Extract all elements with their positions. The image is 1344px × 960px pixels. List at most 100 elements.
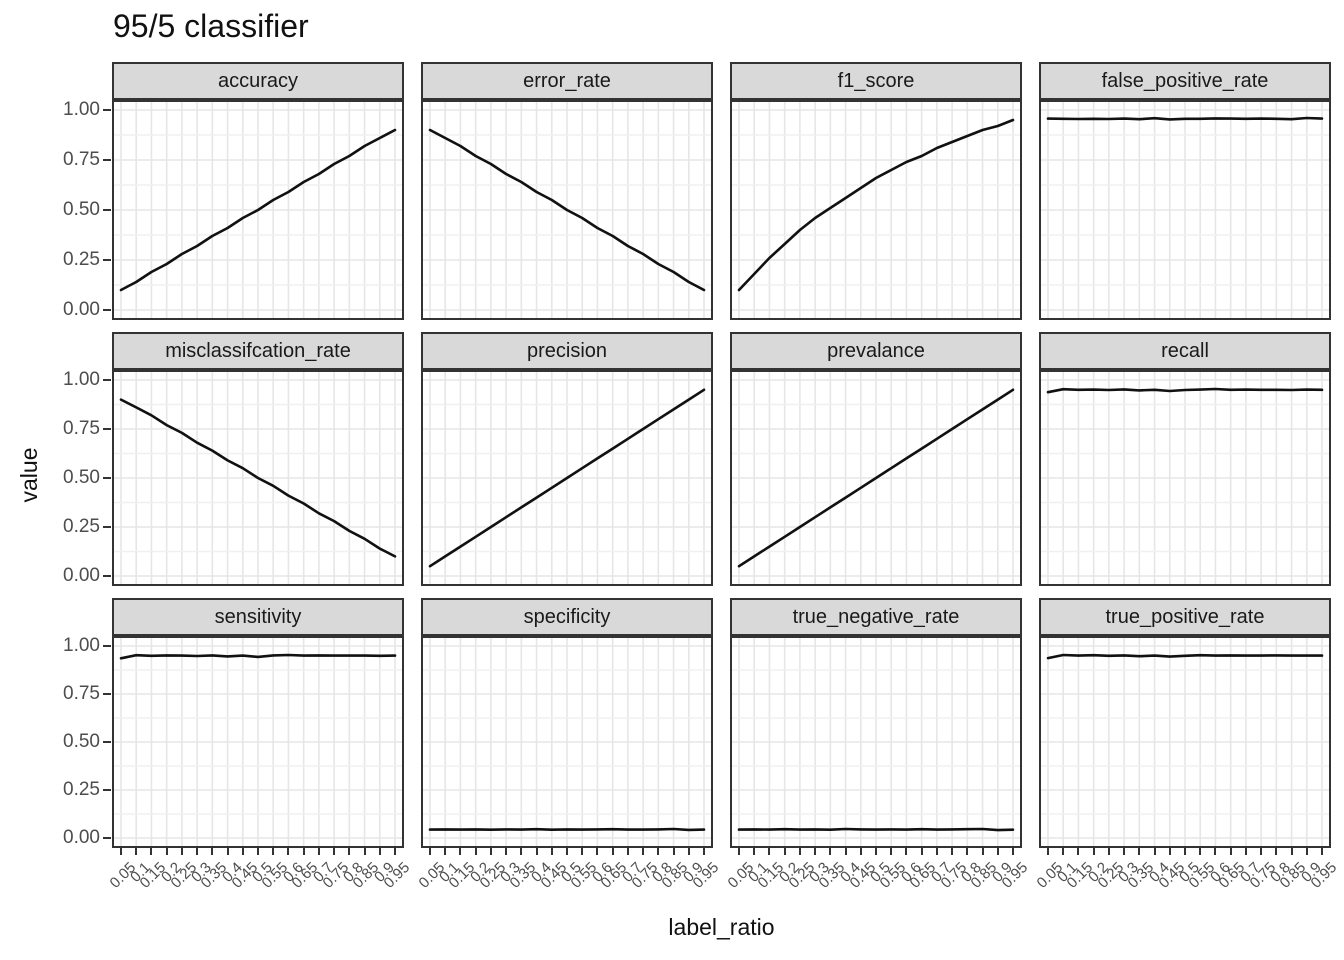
x-tick-mark	[1305, 848, 1308, 855]
x-tick-mark	[241, 848, 244, 855]
facet-panel-recall: recall	[1039, 332, 1331, 586]
x-tick-mark	[257, 848, 259, 855]
panel-plot-svg	[1039, 100, 1331, 320]
x-tick-mark	[1168, 848, 1171, 855]
facet-panel-precision: precision	[421, 332, 713, 586]
x-tick-mark	[1077, 848, 1080, 855]
x-tick-mark	[875, 848, 877, 855]
x-axis-title: label_ratio	[668, 914, 775, 940]
x-tick-mark	[474, 848, 477, 855]
x-tick-mark	[829, 848, 832, 855]
facet-strip-label: accuracy	[217, 69, 299, 92]
facet-panel-accuracy: accuracy	[112, 62, 404, 320]
y-tick-label: 0.25	[63, 249, 100, 270]
data-line	[737, 388, 1015, 568]
x-tick-mark	[783, 848, 786, 855]
x-tick-mark	[768, 848, 771, 855]
x-tick-mark	[317, 848, 320, 855]
facet-strip: true_positive_rate	[1039, 598, 1331, 636]
x-tick-mark	[505, 848, 508, 855]
panel-plot-svg	[421, 636, 713, 848]
panel-plot-svg	[730, 370, 1022, 586]
panel-border	[730, 636, 1022, 848]
x-tick-mark	[1092, 848, 1095, 855]
x-tick-mark	[394, 848, 396, 855]
x-tick-mark	[165, 848, 168, 855]
y-tick-mark	[103, 309, 111, 311]
data-line	[737, 118, 1015, 292]
y-tick-label: 1.00	[63, 369, 100, 390]
x-tick-mark	[196, 848, 199, 855]
facet-strip: false_positive_rate	[1039, 62, 1331, 100]
y-tick-mark	[103, 526, 111, 528]
x-tick-mark	[120, 848, 122, 855]
panel-border	[421, 100, 713, 320]
data-line	[119, 128, 397, 292]
y-tick-label: 0.75	[63, 149, 100, 170]
x-tick-mark	[798, 848, 801, 855]
x-tick-mark	[581, 848, 584, 855]
y-tick-mark	[103, 109, 111, 111]
facet-strip: precision	[421, 332, 713, 370]
x-tick-mark	[135, 848, 138, 855]
facet-strip-label: specificity	[523, 605, 611, 628]
facet-strip-label: false_positive_rate	[1101, 69, 1269, 92]
y-tick-label: 1.00	[63, 99, 100, 120]
x-tick-mark	[951, 848, 954, 855]
x-tick-mark	[1275, 848, 1278, 855]
facet-panel-specificity: specificity	[421, 598, 713, 848]
x-tick-mark	[996, 848, 999, 855]
panel-border	[112, 370, 404, 586]
facet-strip: true_negative_rate	[730, 598, 1022, 636]
x-tick-mark	[1244, 848, 1247, 855]
x-tick-mark	[272, 848, 275, 855]
x-tick-mark	[333, 848, 336, 855]
y-tick-mark	[103, 428, 111, 430]
facet-strip: prevalance	[730, 332, 1022, 370]
x-tick-mark	[703, 848, 705, 855]
x-tick-mark	[657, 848, 660, 855]
x-tick-mark	[935, 848, 938, 855]
x-tick-mark	[596, 848, 599, 855]
y-tick-label: 0.50	[63, 199, 100, 220]
x-tick-mark	[905, 848, 908, 855]
x-tick-mark	[1214, 848, 1217, 855]
panel-plot-svg	[1039, 370, 1331, 586]
facet-strip: accuracy	[112, 62, 404, 100]
y-tick-label: 1.00	[63, 635, 100, 656]
x-tick-mark	[429, 848, 431, 855]
facet-strip-label: precision	[526, 339, 608, 362]
x-tick-mark	[642, 848, 645, 855]
x-tick-mark	[287, 848, 290, 855]
data-line	[1046, 116, 1324, 121]
panel-border	[730, 100, 1022, 320]
x-tick-mark	[1107, 848, 1110, 855]
panel-border	[1039, 370, 1331, 586]
x-tick-mark	[611, 848, 614, 855]
x-tick-mark	[489, 848, 492, 855]
facet-panel-true_negative_rate: true_negative_rate	[730, 598, 1022, 848]
x-tick-mark	[226, 848, 229, 855]
y-tick-mark	[103, 159, 111, 161]
x-tick-mark	[1153, 848, 1156, 855]
y-tick-mark	[103, 645, 111, 647]
facet-panel-sensitivity: sensitivity	[112, 598, 404, 848]
panel-plot-svg	[421, 100, 713, 320]
y-tick-label: 0.00	[63, 299, 100, 320]
y-tick-label: 0.50	[63, 731, 100, 752]
data-line	[1046, 387, 1324, 394]
panel-border	[112, 100, 404, 320]
x-tick-mark	[1229, 848, 1232, 855]
x-tick-mark	[687, 848, 690, 855]
x-tick-mark	[966, 848, 969, 855]
data-line	[428, 388, 706, 568]
x-tick-mark	[844, 848, 847, 855]
x-tick-mark	[738, 848, 740, 855]
x-tick-mark	[1321, 848, 1323, 855]
facet-strip: sensitivity	[112, 598, 404, 636]
facet-strip: specificity	[421, 598, 713, 636]
facet-strip-label: prevalance	[827, 339, 925, 362]
facet-panel-prevalance: prevalance	[730, 332, 1022, 586]
panel-plot-svg	[421, 370, 713, 586]
